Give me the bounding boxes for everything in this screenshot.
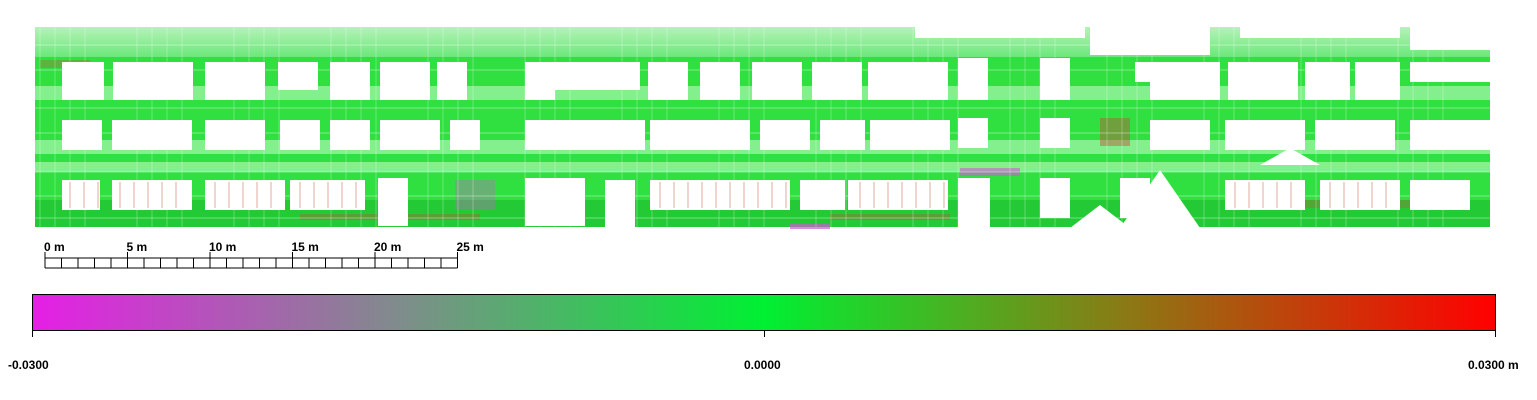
scale-label-0: 0 m	[44, 240, 65, 254]
window-row-2	[380, 120, 440, 150]
window-row-1	[958, 58, 988, 100]
colorbar-min-label: -0.0300	[8, 358, 49, 372]
window-row-2	[1150, 120, 1210, 150]
window-row-2	[1315, 120, 1395, 150]
window-row-1	[1355, 62, 1400, 100]
colorbar-center-label: 0.0000	[744, 358, 781, 372]
roof-gap	[1240, 18, 1400, 38]
window-row-1	[330, 62, 370, 100]
colorbar-tick-center	[764, 331, 765, 337]
window-row-1	[648, 62, 688, 100]
window-row-2	[650, 120, 750, 150]
occlusion-area	[1120, 170, 1200, 228]
window-row-2	[525, 120, 555, 150]
window-row-1	[1228, 62, 1298, 100]
window-row-2	[112, 120, 192, 150]
window-row-2	[1225, 120, 1305, 150]
window-ground-floor	[1040, 178, 1070, 218]
window-row-1	[868, 62, 948, 100]
window-ground-floor	[112, 180, 192, 210]
window-row-1	[437, 62, 467, 100]
deviation-patch	[790, 224, 830, 229]
window-row-2	[330, 120, 370, 150]
scale-label-25: 25 m	[457, 240, 484, 254]
window-ground-floor	[290, 180, 365, 210]
window-ground-floor	[800, 180, 845, 210]
window-row-1	[62, 62, 104, 100]
window-row-1	[555, 62, 640, 90]
window-row-1	[278, 62, 318, 90]
window-ground-floor	[1225, 180, 1305, 210]
window-row-2	[555, 120, 645, 150]
window-row-1	[380, 62, 430, 100]
window-row-1	[113, 62, 193, 100]
roof-gap	[1095, 22, 1160, 55]
window-row-1	[1305, 62, 1350, 100]
window-ground-floor	[650, 180, 790, 210]
facade-deviation-map	[35, 18, 1490, 229]
window-row-1	[205, 62, 265, 100]
window-ground-floor	[848, 180, 948, 210]
window-row-2	[62, 120, 102, 150]
scale-label-5: 5 m	[127, 240, 148, 254]
window-row-2	[1410, 120, 1490, 150]
window-row-2	[820, 120, 865, 150]
window-row-2	[205, 120, 265, 150]
window-row-1	[700, 62, 740, 100]
window-ground-floor	[958, 178, 990, 228]
color-scale-bar	[32, 294, 1496, 331]
occlusion-area	[1070, 205, 1130, 228]
colorbar-tick-min	[32, 331, 33, 337]
deviation-patch	[455, 180, 495, 210]
window-row-1	[752, 62, 802, 100]
scale-bar: 0 m 5 m 10 m 15 m 20 m 25 m	[44, 240, 484, 269]
scale-label-20: 20 m	[374, 240, 401, 254]
scale-label-10: 10 m	[209, 240, 236, 254]
window-row-2	[760, 120, 810, 150]
window-ground-floor	[605, 180, 635, 228]
window-row-2	[280, 120, 320, 150]
window-ground-floor	[1410, 180, 1470, 210]
roof-gap	[1410, 20, 1490, 50]
window-ground-floor	[378, 178, 408, 226]
window-row-1	[1040, 58, 1070, 100]
floor-slab-band	[35, 162, 1490, 172]
window-row-1	[525, 62, 555, 100]
window-row-2	[870, 120, 950, 150]
deviation-patch	[830, 214, 950, 220]
window-ground-floor	[1320, 180, 1400, 210]
deviation-patch	[1100, 118, 1130, 146]
roof-gap	[915, 20, 1085, 38]
occlusion-area	[1260, 148, 1320, 165]
window-row-1	[1410, 62, 1490, 82]
window-ground-floor	[62, 180, 100, 210]
colorbar-tick-max	[1495, 331, 1496, 337]
window-ground-floor	[205, 180, 285, 210]
window-row-1	[1150, 62, 1220, 100]
colorbar-max-label: 0.0300 m	[1468, 358, 1519, 372]
scale-label-15: 15 m	[292, 240, 319, 254]
window-row-2	[450, 120, 480, 150]
window-row-1	[812, 62, 862, 100]
